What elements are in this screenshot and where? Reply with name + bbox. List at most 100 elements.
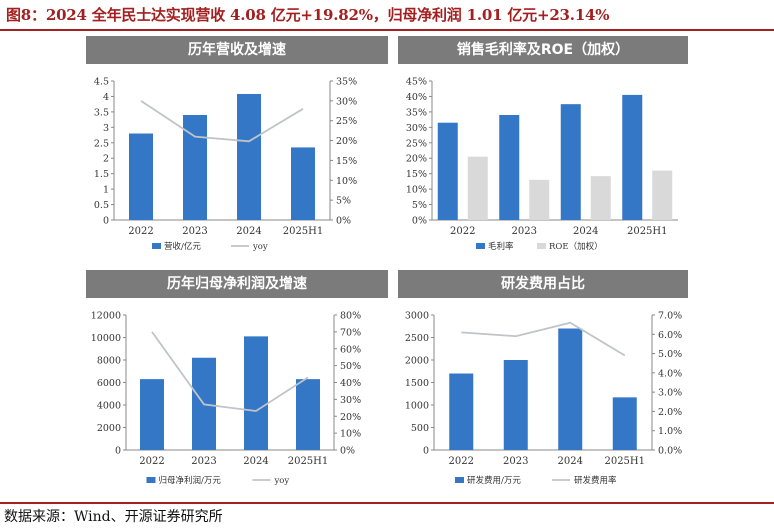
margin-roe-chart: 0% 5% 10% 15% 20% 25% 30% 35% 40% 45% 2022 2023 2024…	[406, 77, 678, 252]
left-tick-label: 500	[411, 423, 429, 434]
bar	[499, 114, 520, 220]
category-label: 2025H1	[288, 456, 329, 467]
left-tick-label: 3000	[405, 311, 429, 322]
bar	[558, 328, 583, 450]
series-line	[151, 331, 309, 412]
net-profit-chart-panel: 历年归母净利润及增速 0 2000 4000 6000 8000 10000 12000 0%…	[86, 270, 388, 500]
legend-swatch	[455, 477, 464, 483]
bar	[437, 122, 458, 220]
category-label: 2023	[182, 226, 207, 237]
left-tick-label: 4.5	[94, 77, 109, 88]
legend-label: 毛利率	[488, 241, 514, 252]
left-tick-label: 20%	[406, 154, 427, 165]
category-label: 2023	[512, 226, 537, 237]
category-label: 2022	[128, 226, 153, 237]
category-label: 2024	[236, 226, 261, 237]
left-tick-label: 1000	[405, 401, 429, 412]
bar	[467, 156, 488, 220]
figure-title: 图8：2024 全年民士达实现营收 4.08 亿元+19.82%，归母净利润 1…	[6, 6, 610, 24]
left-tick-label: 30%	[406, 123, 427, 134]
left-tick-label: 4	[103, 92, 109, 103]
category-label: 2025H1	[283, 226, 324, 237]
bar	[529, 179, 550, 220]
left-tick-label: 40%	[406, 92, 427, 103]
right-tick-label: 10%	[336, 176, 357, 187]
series-line	[461, 321, 626, 357]
bar	[244, 336, 268, 450]
legend-label: 归母净利润/万元	[159, 475, 222, 486]
net-profit-chart: 0 2000 4000 6000 8000 10000 12000 0% 10% 20% 30% 40…	[91, 311, 361, 487]
left-tick-label: 2000	[97, 423, 121, 434]
left-tick-label: 1.5	[94, 169, 109, 180]
right-tick-label: 15%	[336, 156, 357, 167]
left-tick-label: 35%	[406, 107, 427, 118]
left-tick-label: 10%	[406, 185, 427, 196]
right-tick-label: 2.0%	[658, 407, 682, 418]
legend-label: yoy	[274, 476, 290, 486]
margin-roe-chart-panel: 销售毛利率及ROE（加权） 0% 5% 10% 15% 20% 25% 30% 35% 40% 4…	[398, 36, 688, 254]
right-tick-label: 20%	[340, 412, 361, 423]
left-tick-label: 2500	[405, 333, 429, 344]
bar	[296, 379, 320, 450]
right-tick-label: 1.0%	[658, 426, 682, 437]
category-label: 2025H1	[627, 226, 668, 237]
left-tick-label: 3	[103, 123, 109, 134]
right-tick-label: 3.0%	[658, 388, 682, 399]
left-tick-label: 0	[115, 446, 121, 457]
category-label: 2024	[243, 456, 268, 467]
right-tick-label: 25%	[336, 116, 357, 127]
left-tick-label: 8000	[97, 356, 121, 367]
bar	[560, 104, 581, 220]
legend-label: ROE（加权）	[549, 241, 603, 252]
category-label: 2025H1	[604, 456, 645, 467]
left-tick-label: 5%	[412, 200, 427, 211]
bar	[612, 397, 637, 450]
legend-swatch	[146, 477, 156, 483]
legend-swatch	[476, 243, 485, 249]
category-label: 2023	[191, 456, 216, 467]
left-tick-label: 2.5	[94, 138, 109, 149]
margin-roe-chart-title: 销售毛利率及ROE（加权）	[398, 36, 688, 64]
right-tick-label: 30%	[336, 96, 357, 107]
right-tick-label: 4.0%	[658, 368, 682, 379]
bar	[449, 373, 474, 450]
left-tick-label: 4000	[97, 401, 121, 412]
left-tick-label: 15%	[406, 169, 427, 180]
category-label: 2022	[139, 456, 164, 467]
legend-label: 营收/亿元	[164, 241, 201, 252]
revenue-chart-title: 历年营收及增速	[86, 36, 388, 64]
series-line	[140, 100, 304, 143]
left-tick-label: 1	[103, 185, 109, 196]
rd-expense-chart-title: 研发费用占比	[398, 270, 688, 298]
revenue-chart-panel: 历年营收及增速 0 0.5 1 1.5 2 2.5 3 3.5 4 4.5 0% 5% 10% 15% 20…	[86, 36, 388, 254]
right-tick-label: 0.0%	[658, 446, 682, 457]
rd-expense-chart: 0 500 1000 1500 2000 2500 3000 0.0% 1.0% 2.0% 3.0%…	[405, 311, 682, 487]
revenue-chart: 0 0.5 1 1.5 2 2.5 3 3.5 4 4.5 0% 5% 10% 15% 20% 25% 30% 3…	[94, 77, 357, 253]
left-tick-label: 25%	[406, 138, 427, 149]
source-note: 数据来源：Wind、开源证券研究所	[4, 509, 223, 525]
right-tick-label: 60%	[340, 344, 361, 355]
left-tick-label: 1500	[405, 378, 429, 389]
left-tick-label: 6000	[97, 378, 121, 389]
right-tick-label: 5%	[336, 196, 351, 207]
category-label: 2024	[573, 226, 598, 237]
bar	[237, 93, 261, 220]
left-tick-label: 2000	[405, 356, 429, 367]
bar	[129, 133, 153, 220]
right-tick-label: 30%	[340, 395, 361, 406]
footer-rule	[0, 502, 774, 504]
bar	[652, 170, 673, 220]
category-label: 2023	[503, 456, 528, 467]
rd-expense-chart-panel: 研发费用占比 0 500 1000 1500 2000 2500 3000 0.0% 1.0% 2…	[398, 270, 688, 500]
right-tick-label: 70%	[340, 327, 361, 338]
right-tick-label: 20%	[336, 136, 357, 147]
bar	[291, 147, 315, 220]
legend-swatch	[537, 243, 546, 249]
legend-label: 研发费用率	[574, 475, 617, 486]
right-tick-label: 40%	[340, 378, 361, 389]
left-tick-label: 0	[103, 216, 109, 227]
bar	[503, 360, 528, 450]
bar	[622, 94, 643, 220]
category-label: 2024	[558, 456, 583, 467]
right-tick-label: 0%	[336, 216, 351, 227]
